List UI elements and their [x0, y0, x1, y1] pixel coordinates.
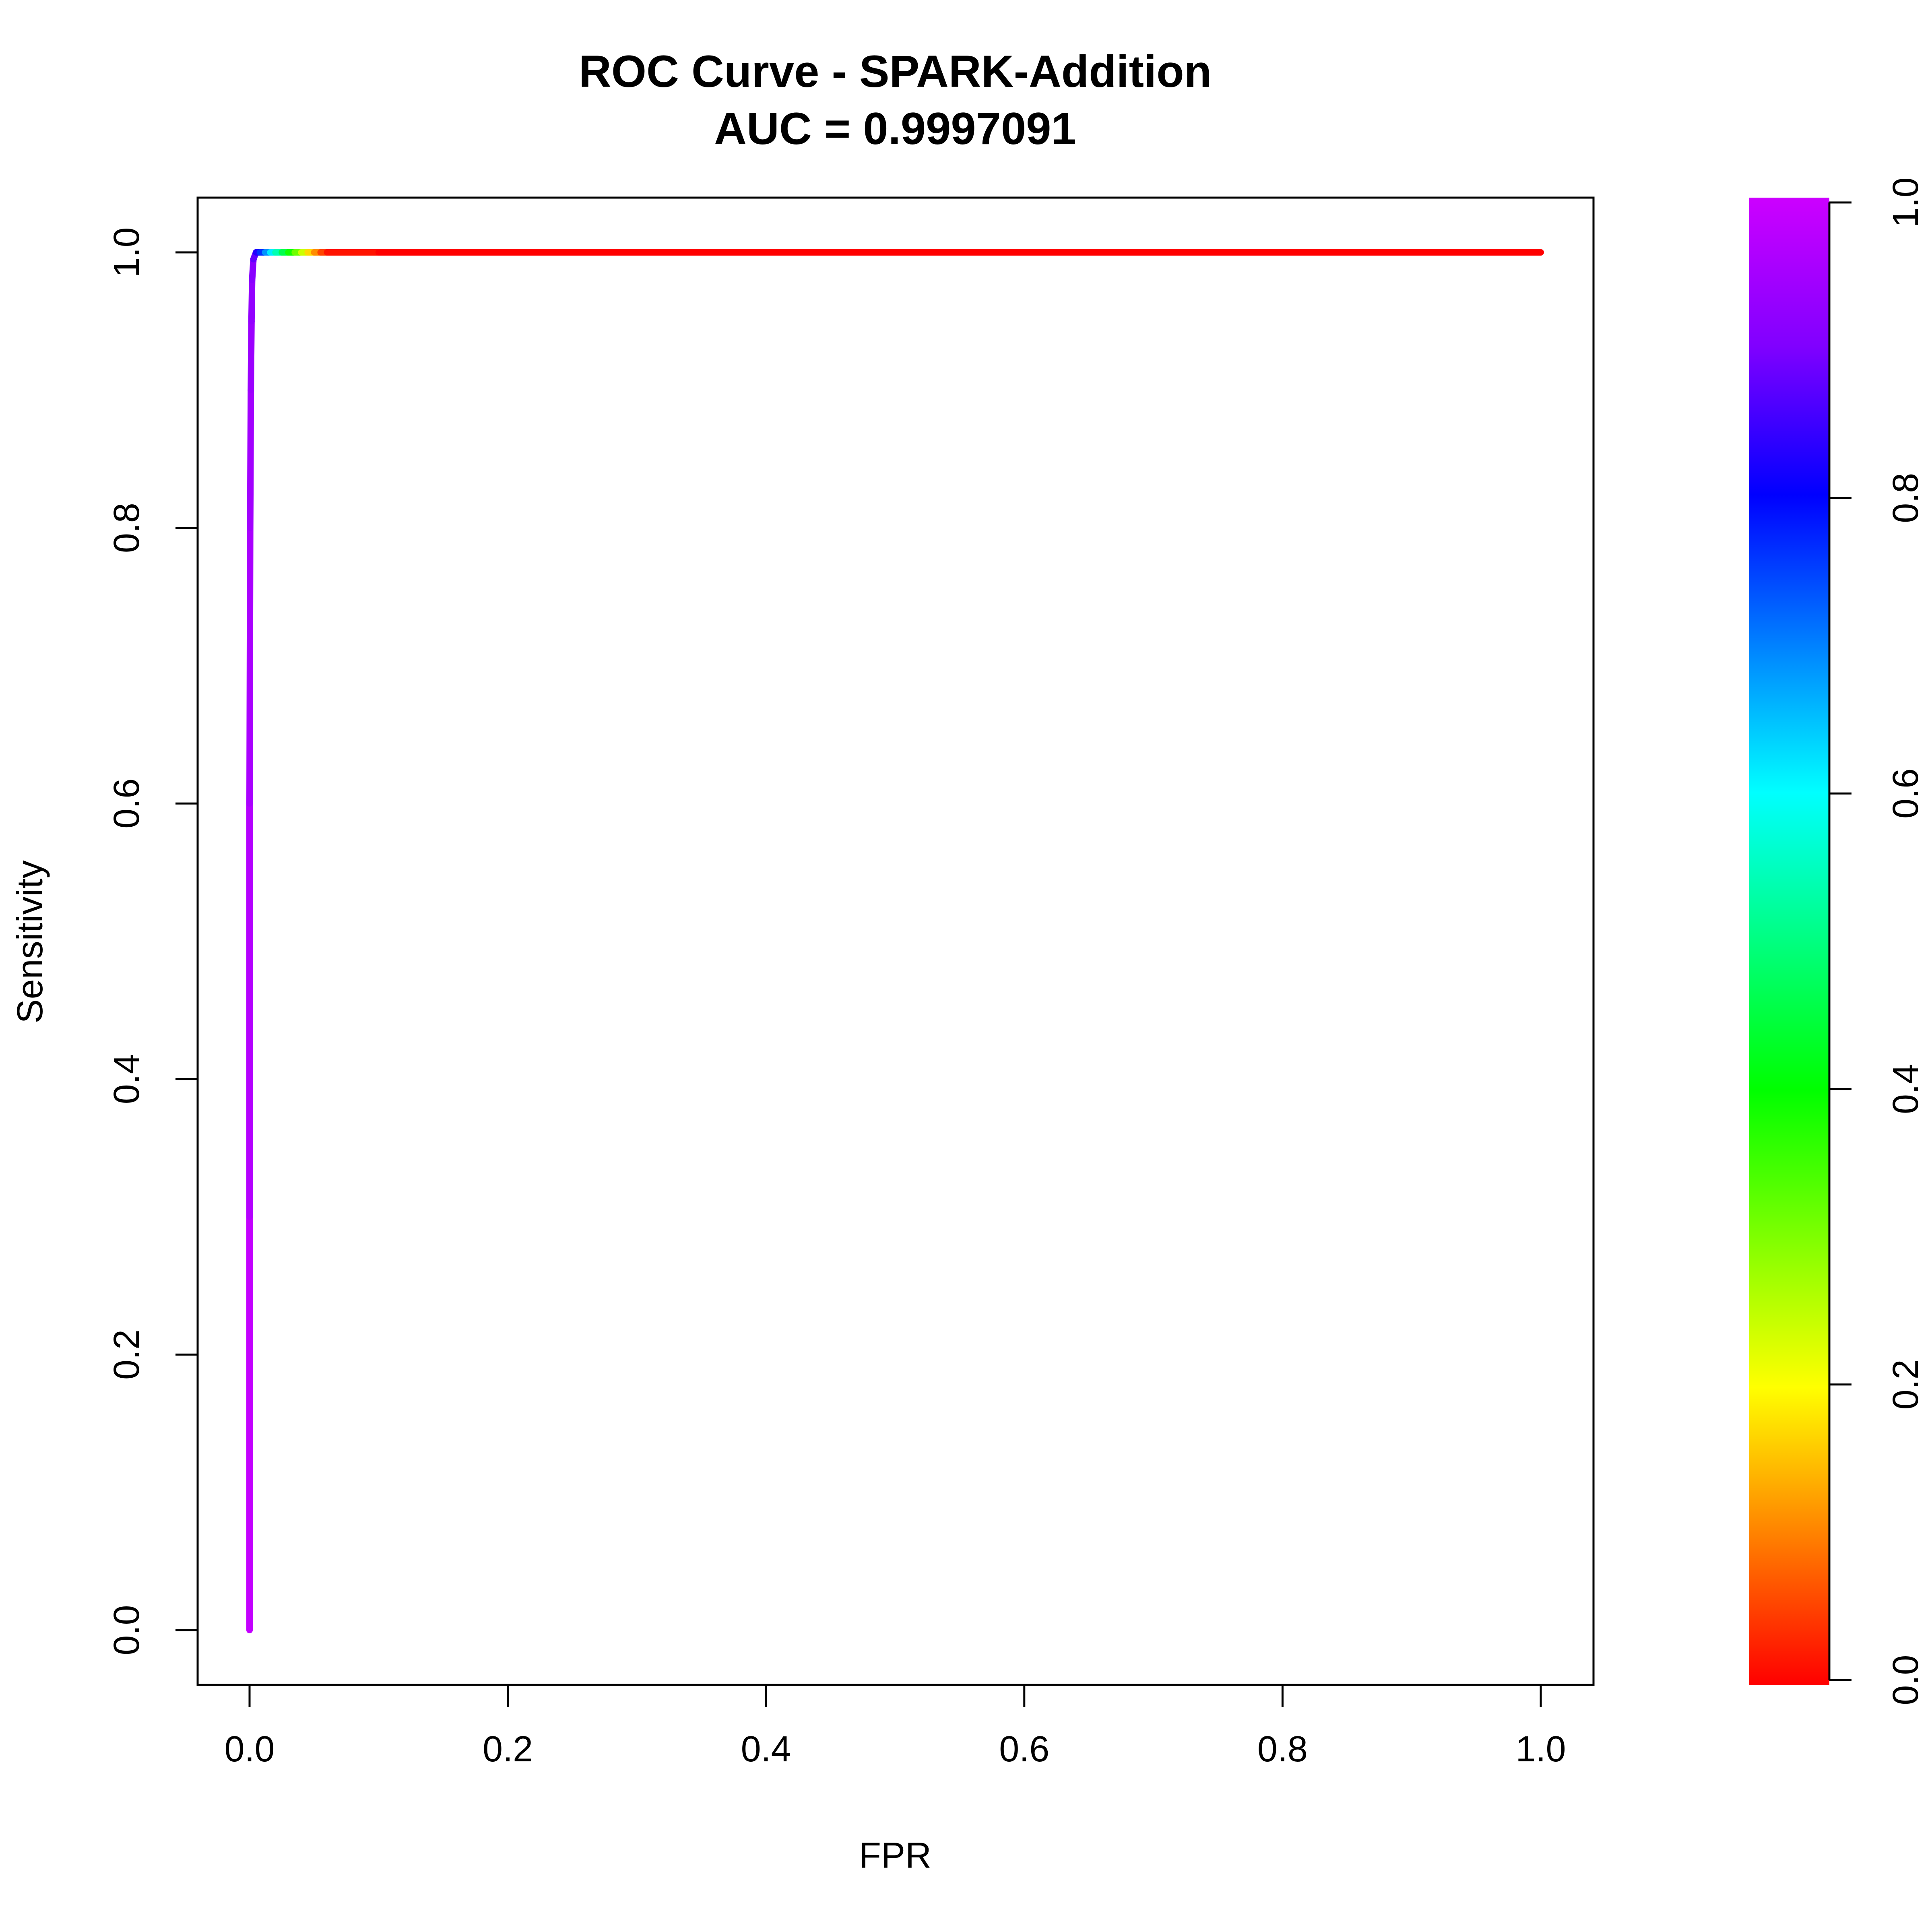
- y-axis: 0.0 0.2 0.4 0.6 0.8 1.0: [107, 227, 199, 1655]
- colorbar-tick-label: 1.0: [1886, 177, 1926, 227]
- roc-curve-segment: [249, 256, 257, 283]
- roc-curve: [246, 249, 1544, 1633]
- y-tick-label: 0.6: [107, 778, 147, 829]
- x-axis: 0.0 0.2 0.4 0.6 0.8 1.0: [224, 1684, 1566, 1769]
- x-tick-label: 0.6: [999, 1729, 1049, 1769]
- x-axis-label: FPR: [859, 1835, 931, 1876]
- colorbar-tick-label: 0.4: [1886, 1064, 1926, 1114]
- x-tick-label: 0.4: [741, 1729, 791, 1769]
- chart-subtitle: AUC = 0.9997091: [714, 103, 1076, 154]
- x-tick-label: 0.8: [1257, 1729, 1308, 1769]
- roc-curve-segment: [247, 387, 254, 531]
- y-tick-label: 0.2: [107, 1329, 147, 1380]
- plot-area-frame: [196, 196, 1595, 1686]
- y-tick-label: 1.0: [107, 227, 147, 277]
- colorbar-tick-label: 0.0: [1886, 1655, 1926, 1705]
- colorbar-tick-label: 0.2: [1886, 1359, 1926, 1410]
- y-axis-label: Sensitivity: [10, 860, 50, 1023]
- x-tick-label: 1.0: [1515, 1729, 1566, 1769]
- y-tick-label: 0.0: [107, 1605, 147, 1655]
- y-tick-label: 0.8: [107, 503, 147, 553]
- y-tick-label: 0.4: [107, 1054, 147, 1104]
- roc-curve-segment: [248, 318, 255, 394]
- chart-title: ROC Curve - SPARK-Addition: [579, 46, 1212, 97]
- colorbar-tick-label: 0.6: [1886, 768, 1926, 819]
- colorbar: [1749, 198, 1829, 1685]
- colorbar-axis: 0.0 0.2 0.4 0.6 0.8 1.0: [1828, 177, 1926, 1705]
- colorbar-tick-label: 0.8: [1886, 473, 1926, 523]
- x-tick-label: 0.0: [224, 1729, 275, 1769]
- x-tick-label: 0.2: [483, 1729, 533, 1769]
